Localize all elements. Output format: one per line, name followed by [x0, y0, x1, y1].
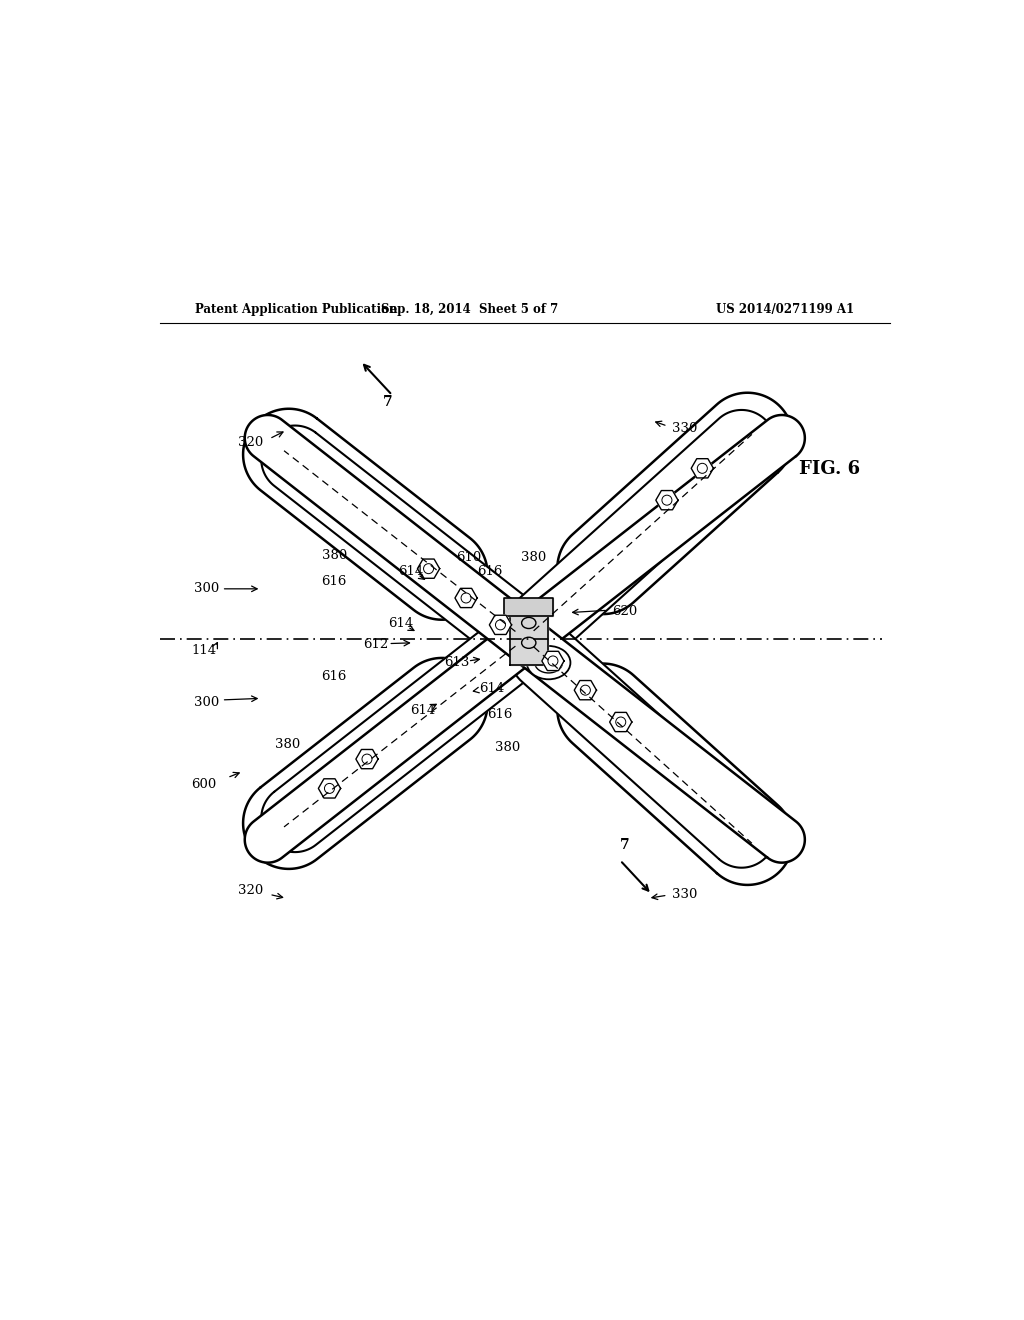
Text: 614: 614 [397, 565, 423, 578]
Text: 616: 616 [321, 576, 346, 589]
Text: 614: 614 [410, 704, 435, 717]
Polygon shape [510, 411, 775, 655]
Text: 7: 7 [620, 838, 630, 853]
Polygon shape [245, 414, 805, 863]
Ellipse shape [526, 645, 570, 680]
Text: 612: 612 [362, 638, 388, 651]
Text: 613: 613 [443, 656, 469, 669]
Polygon shape [557, 393, 793, 614]
Text: Patent Application Publication: Patent Application Publication [196, 304, 398, 315]
Text: 300: 300 [194, 696, 219, 709]
Text: 610: 610 [456, 550, 481, 564]
Text: 614: 614 [388, 618, 414, 630]
Polygon shape [455, 589, 477, 607]
Polygon shape [510, 605, 548, 664]
Polygon shape [655, 491, 678, 510]
Polygon shape [243, 657, 487, 869]
Polygon shape [574, 681, 596, 700]
Text: 600: 600 [191, 777, 217, 791]
Text: Sep. 18, 2014  Sheet 5 of 7: Sep. 18, 2014 Sheet 5 of 7 [381, 304, 558, 315]
Polygon shape [261, 620, 539, 853]
Text: 616: 616 [477, 565, 503, 578]
Text: US 2014/0271199 A1: US 2014/0271199 A1 [716, 304, 854, 315]
Polygon shape [245, 414, 805, 863]
Polygon shape [691, 458, 714, 478]
Text: 380: 380 [495, 741, 520, 754]
Polygon shape [418, 560, 439, 578]
Text: 114: 114 [191, 644, 217, 657]
Polygon shape [356, 750, 378, 768]
Polygon shape [261, 425, 539, 656]
Text: 320: 320 [238, 437, 263, 449]
Polygon shape [489, 615, 512, 635]
Polygon shape [510, 622, 775, 867]
Text: 300: 300 [194, 582, 219, 595]
Polygon shape [609, 713, 632, 731]
Text: 320: 320 [238, 884, 263, 896]
Polygon shape [557, 664, 793, 884]
Polygon shape [542, 651, 564, 671]
Ellipse shape [535, 652, 562, 673]
Text: 330: 330 [672, 888, 697, 900]
Text: 7: 7 [383, 395, 392, 409]
Text: 616: 616 [486, 708, 512, 721]
Polygon shape [504, 598, 553, 616]
Text: 380: 380 [323, 549, 348, 562]
Text: 330: 330 [672, 422, 697, 436]
Polygon shape [243, 409, 487, 619]
Polygon shape [318, 779, 341, 799]
Text: 380: 380 [521, 550, 546, 564]
Text: 616: 616 [321, 669, 346, 682]
Text: 380: 380 [274, 738, 300, 751]
Text: 614: 614 [479, 682, 505, 696]
Text: 620: 620 [612, 605, 637, 618]
Text: FIG. 6: FIG. 6 [799, 461, 860, 478]
